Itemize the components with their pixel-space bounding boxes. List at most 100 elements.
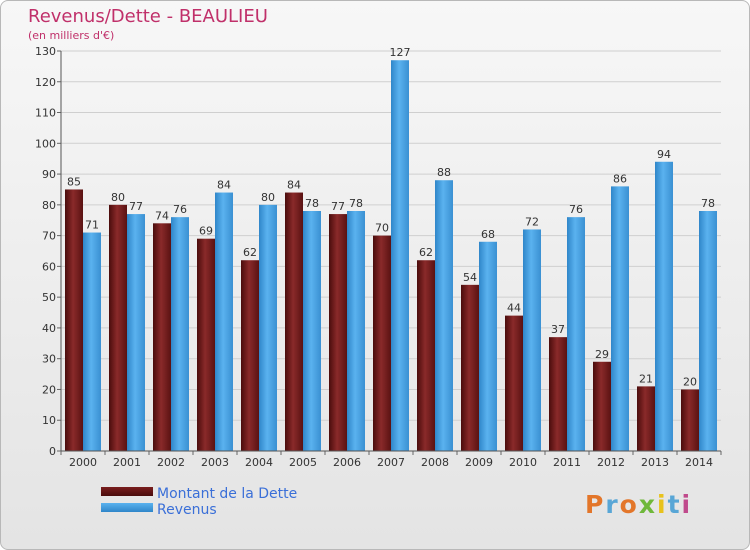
- data-label-debt: 70: [375, 222, 389, 235]
- logo-letter: r: [605, 490, 620, 519]
- x-tick-label: 2004: [245, 456, 273, 469]
- data-label-debt: 44: [507, 302, 521, 315]
- proxiti-logo: Proxiti: [585, 490, 692, 519]
- bar-revenue: [83, 232, 101, 451]
- x-tick-label: 2013: [641, 456, 669, 469]
- bar-revenue: [127, 214, 145, 451]
- bar-debt: [549, 337, 567, 451]
- data-label-debt: 85: [67, 175, 81, 188]
- data-label-revenue: 80: [261, 191, 275, 204]
- legend-swatch-debt: [101, 487, 153, 496]
- data-label-revenue: 78: [305, 197, 319, 210]
- data-label-revenue: 72: [525, 215, 539, 228]
- data-label-revenue: 68: [481, 228, 495, 241]
- bar-revenue: [699, 211, 717, 451]
- logo-letter: o: [619, 490, 639, 519]
- x-tick-label: 2002: [157, 456, 185, 469]
- data-label-revenue: 78: [349, 197, 363, 210]
- bar-revenue: [215, 192, 233, 452]
- y-tick-label: 0: [49, 445, 56, 458]
- data-label-revenue: 94: [657, 148, 671, 161]
- bar-debt: [329, 214, 347, 451]
- data-label-revenue: 71: [85, 219, 99, 232]
- x-tick-label: 2006: [333, 456, 361, 469]
- data-label-debt: 20: [683, 375, 697, 388]
- x-tick-label: 2009: [465, 456, 493, 469]
- bar-revenue: [259, 204, 277, 451]
- x-tick-label: 2012: [597, 456, 625, 469]
- x-tick-label: 2014: [685, 456, 713, 469]
- y-tick-label: 70: [42, 230, 56, 243]
- x-tick-label: 2005: [289, 456, 317, 469]
- data-label-debt: 69: [199, 225, 213, 238]
- bar-revenue: [303, 211, 321, 451]
- y-tick-label: 60: [42, 260, 56, 273]
- data-label-debt: 21: [639, 372, 653, 385]
- bar-debt: [153, 223, 171, 451]
- bar-revenue: [655, 161, 673, 451]
- y-tick-label: 10: [42, 414, 56, 427]
- data-label-revenue: 78: [701, 197, 715, 210]
- bar-debt: [109, 204, 127, 451]
- y-tick-label: 30: [42, 353, 56, 366]
- data-label-debt: 54: [463, 271, 477, 284]
- bar-revenue: [435, 180, 453, 451]
- logo-letter: i: [681, 490, 693, 519]
- bar-debt: [461, 284, 479, 451]
- y-tick-label: 110: [35, 107, 56, 120]
- data-label-debt: 74: [155, 209, 169, 222]
- bar-debt: [373, 235, 391, 451]
- bar-revenue: [523, 229, 541, 451]
- logo-letter: i: [657, 490, 668, 519]
- legend-label-revenue: Revenus: [157, 502, 217, 518]
- data-label-debt: 84: [287, 179, 301, 192]
- y-tick-label: 100: [35, 137, 56, 150]
- data-label-revenue: 77: [129, 200, 143, 213]
- data-label-revenue: 88: [437, 166, 451, 179]
- data-label-debt: 37: [551, 323, 565, 336]
- x-tick-label: 2000: [69, 456, 97, 469]
- bar-debt: [417, 260, 435, 451]
- bar-debt: [65, 189, 83, 451]
- y-tick-label: 20: [42, 383, 56, 396]
- x-tick-label: 2007: [377, 456, 405, 469]
- bar-debt: [637, 386, 655, 451]
- data-label-revenue: 76: [569, 203, 583, 216]
- bar-revenue: [567, 217, 585, 451]
- logo-letter: x: [638, 490, 657, 519]
- legend-label-debt: Montant de la Dette: [157, 486, 298, 502]
- y-tick-label: 80: [42, 199, 56, 212]
- x-tick-label: 2001: [113, 456, 141, 469]
- y-tick-label: 50: [42, 291, 56, 304]
- y-tick-label: 120: [35, 76, 56, 89]
- y-tick-label: 90: [42, 168, 56, 181]
- logo-letter: t: [667, 490, 682, 519]
- bar-debt: [505, 315, 523, 451]
- data-label-debt: 80: [111, 191, 125, 204]
- data-label-revenue: 86: [613, 172, 627, 185]
- x-tick-label: 2003: [201, 456, 229, 469]
- bar-debt: [241, 260, 259, 451]
- bar-revenue: [611, 186, 629, 451]
- bar-revenue: [171, 217, 189, 451]
- data-label-debt: 77: [331, 200, 345, 213]
- data-label-debt: 29: [595, 348, 609, 361]
- legend-swatch-revenue: [101, 503, 153, 512]
- data-label-revenue: 127: [390, 46, 411, 59]
- bar-revenue: [391, 60, 409, 451]
- y-tick-label: 40: [42, 322, 56, 335]
- data-label-debt: 62: [419, 246, 433, 259]
- chart-subtitle: (en milliers d'€): [28, 29, 115, 42]
- bar-debt: [285, 192, 303, 452]
- bar-revenue: [347, 211, 365, 451]
- logo-letter: P: [585, 490, 606, 519]
- chart-title: Revenus/Dette - BEAULIEU: [28, 6, 268, 27]
- bar-debt: [197, 238, 215, 451]
- data-label-revenue: 84: [217, 179, 231, 192]
- y-tick-label: 130: [35, 45, 56, 58]
- x-tick-label: 2011: [553, 456, 581, 469]
- bar-debt: [681, 389, 699, 451]
- bar-revenue: [479, 241, 497, 451]
